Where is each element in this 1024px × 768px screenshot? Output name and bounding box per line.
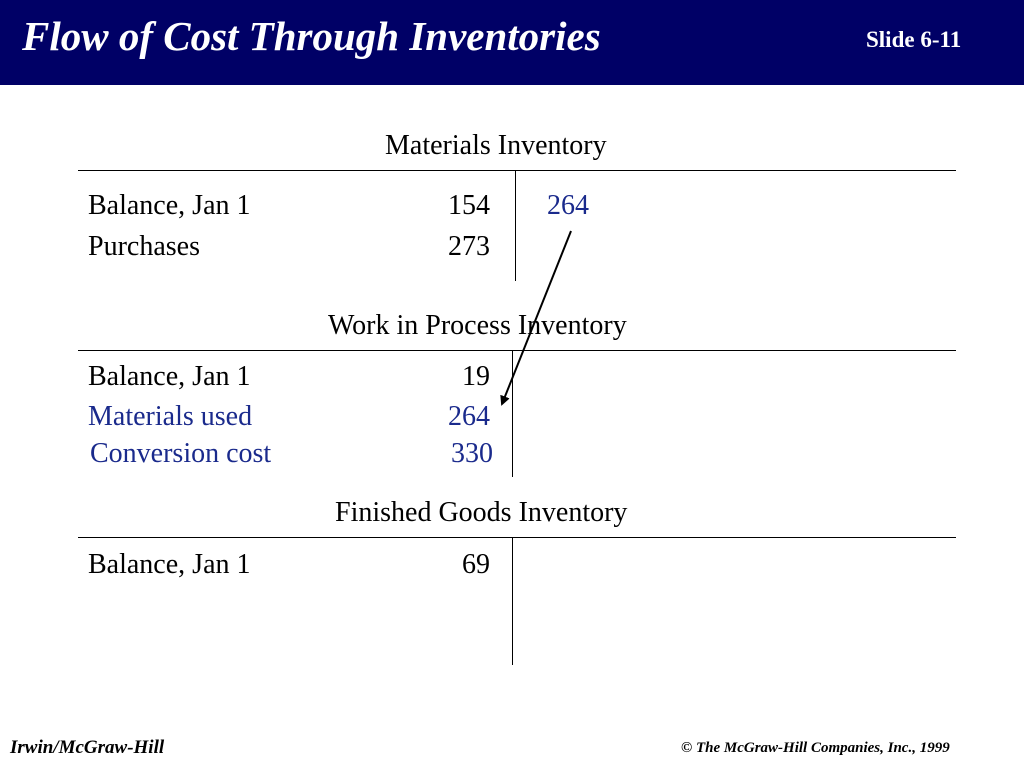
materials-credit-amount: 264 xyxy=(547,190,589,221)
wip-account-rule xyxy=(78,350,956,351)
title-bar: Flow of Cost Through Inventories Slide 6… xyxy=(0,0,1024,85)
publisher-footer: Irwin/McGraw-Hill xyxy=(10,737,165,758)
wip-debit-label-3: Conversion cost xyxy=(90,438,272,469)
materials-debit-label-1: Balance, Jan 1 xyxy=(88,190,251,221)
slide-number: Slide 6-11 xyxy=(866,27,962,52)
wip-account-divider xyxy=(512,351,513,477)
materials-debit-label-2: Purchases xyxy=(88,231,200,262)
copyright-footer: © The McGraw-Hill Companies, Inc., 1999 xyxy=(681,740,950,756)
finished-debit-amount-1: 69 xyxy=(462,549,490,580)
materials-debit-amount-2: 273 xyxy=(448,231,490,262)
wip-debit-label-2: Materials used xyxy=(88,401,253,432)
slide-title: Flow of Cost Through Inventories xyxy=(22,13,601,59)
materials-account-divider xyxy=(515,171,516,281)
materials-debit-amount-1: 154 xyxy=(448,190,490,221)
wip-debit-amount-2: 264 xyxy=(448,401,490,432)
finished-account-divider xyxy=(512,538,513,665)
finished-goods-inventory-title: Finished Goods Inventory xyxy=(335,497,628,528)
wip-debit-amount-1: 19 xyxy=(462,361,490,392)
materials-account-rule xyxy=(78,170,956,171)
finished-account-rule xyxy=(78,537,956,538)
wip-inventory-title: Work in Process Inventory xyxy=(328,310,627,341)
materials-inventory-title: Materials Inventory xyxy=(385,130,607,161)
wip-debit-amount-3: 330 xyxy=(451,438,493,469)
finished-debit-label-1: Balance, Jan 1 xyxy=(88,549,251,580)
wip-debit-label-1: Balance, Jan 1 xyxy=(88,361,251,392)
